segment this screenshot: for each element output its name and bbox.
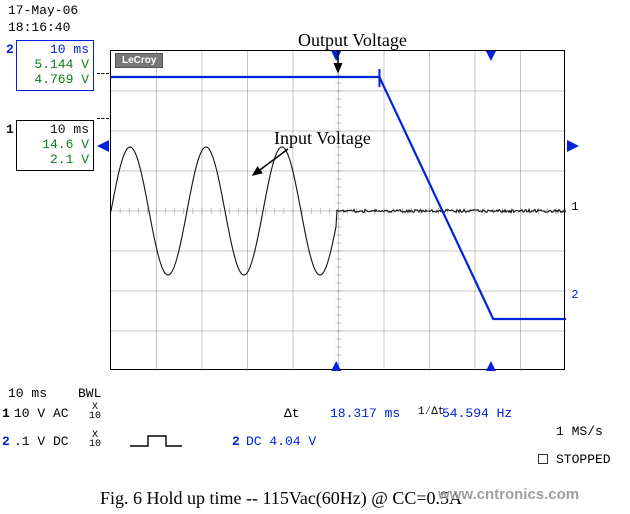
ch1-v2: 2.1 V	[21, 153, 89, 168]
oscilloscope-plot: LeCroy	[110, 50, 565, 370]
footer-freq-val: 54.594 Hz	[442, 406, 512, 421]
frac-bot: 10	[89, 411, 101, 422]
footer-ch2-num: 2	[2, 434, 10, 449]
cursor-y-dash	[97, 73, 109, 74]
footer-tdiv: 10 ms	[8, 386, 47, 401]
ch2-v1: 5.144 V	[21, 58, 89, 73]
cursor-right-marker	[567, 140, 579, 152]
footer-bwl: BWL	[78, 386, 101, 401]
channel2-info: 2 10 ms 5.144 V 4.769 V	[16, 40, 94, 91]
ch2-timebase: 10 ms	[21, 43, 89, 58]
trigger-edge-icon	[128, 434, 184, 448]
frac-bot: 10	[89, 439, 101, 450]
channel1-info: 1 10 ms 14.6 V 2.1 V	[16, 120, 94, 171]
scope-time: 18:16:40	[8, 20, 70, 35]
channel-number: 2	[6, 43, 14, 58]
scope-date: 17-May-06	[8, 3, 78, 18]
cursor-y-dash	[97, 118, 109, 119]
scope-waveforms	[111, 51, 566, 371]
footer-ch2-dc-num: 2	[232, 434, 240, 449]
footer-freq-label: 1⁄Δt	[418, 406, 444, 418]
footer-ch1-line: 10 V AC	[14, 406, 69, 421]
footer-dt-val: 18.317 ms	[330, 406, 400, 421]
watermark: www.cntronics.com	[438, 486, 579, 503]
axis-ch1-label: 1	[568, 200, 582, 214]
footer-ch2-line: .1 V DC	[14, 434, 69, 449]
status-indicator	[538, 454, 548, 464]
channel-number: 1	[6, 123, 14, 138]
figure-caption: Fig. 6 Hold up time -- 115Vac(60Hz) @ CC…	[100, 488, 462, 509]
axis-ch2-label: 2	[568, 288, 582, 302]
logo-badge: LeCroy	[115, 53, 163, 68]
annotation-output: Output Voltage	[298, 30, 407, 51]
footer-stopped: STOPPED	[556, 452, 611, 467]
annotation-input: Input Voltage	[274, 128, 371, 149]
footer-dt-label: Δt	[284, 406, 300, 421]
ch1-v1: 14.6 V	[21, 138, 89, 153]
ch1-timebase: 10 ms	[21, 123, 89, 138]
footer-rate: 1 MS/s	[556, 424, 603, 439]
ch2-v2: 4.769 V	[21, 73, 89, 88]
cursor-left-marker	[97, 140, 109, 152]
footer-ch1-num: 1	[2, 406, 10, 421]
footer-ch2-dc: DC 4.04 V	[246, 434, 316, 449]
